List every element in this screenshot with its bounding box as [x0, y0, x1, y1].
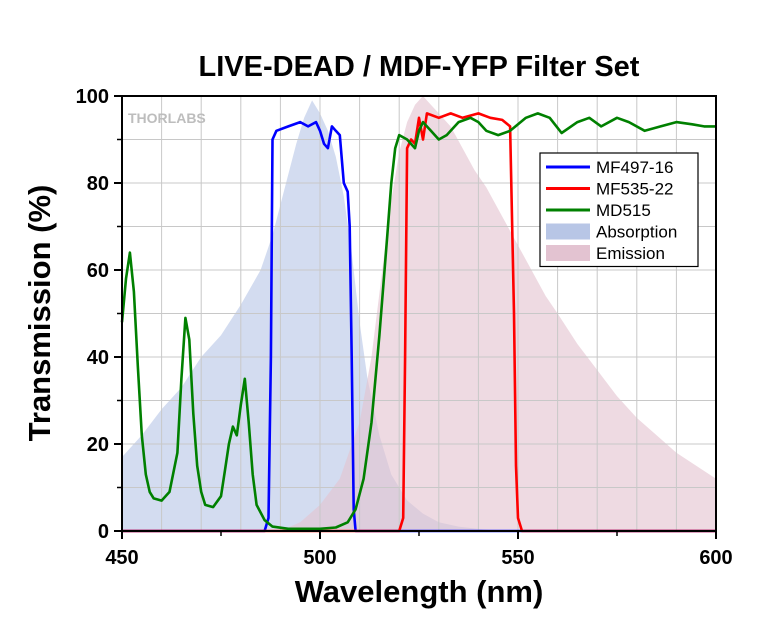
- y-tick-label: 40: [87, 347, 109, 369]
- chart-title: LIVE-DEAD / MDF-YFP Filter Set: [199, 51, 640, 83]
- x-tick-label: 450: [105, 547, 138, 569]
- line-md515: [120, 112, 716, 531]
- legend-swatch-absorption: [546, 223, 590, 240]
- legend: MF497-16 MF535-22 MD515 Absorption Emission: [539, 152, 699, 268]
- legend-label-mf535-22: MF535-22: [596, 180, 673, 199]
- line-series-layer: [120, 112, 716, 533]
- y-tick-label: 0: [98, 521, 109, 543]
- y-tick-label: 100: [76, 86, 109, 108]
- y-tick-label: 80: [87, 173, 109, 195]
- legend-swatch-emission: [546, 245, 590, 261]
- line-mf497-16: [122, 120, 716, 533]
- y-axis-label: Transmission (%): [22, 185, 57, 442]
- legend-label-absorption: Absorption: [596, 223, 677, 242]
- watermark-logo: THORLABS: [128, 110, 206, 126]
- legend-label-mf497-16: MF497-16: [596, 158, 673, 177]
- x-tick-label: 500: [303, 547, 336, 569]
- y-tick-label: 20: [87, 434, 109, 456]
- x-tick-label: 550: [501, 547, 534, 569]
- legend-label-md515: MD515: [596, 201, 651, 220]
- x-tick-label: 600: [699, 547, 732, 569]
- x-axis-label: Wavelength (nm): [295, 574, 544, 609]
- y-tick-label: 60: [87, 260, 109, 282]
- line-mf535-22: [122, 112, 716, 533]
- ticks-layer: 450 500 550 600 0 20 40 60 80 100: [76, 86, 733, 569]
- legend-label-emission: Emission: [596, 244, 665, 263]
